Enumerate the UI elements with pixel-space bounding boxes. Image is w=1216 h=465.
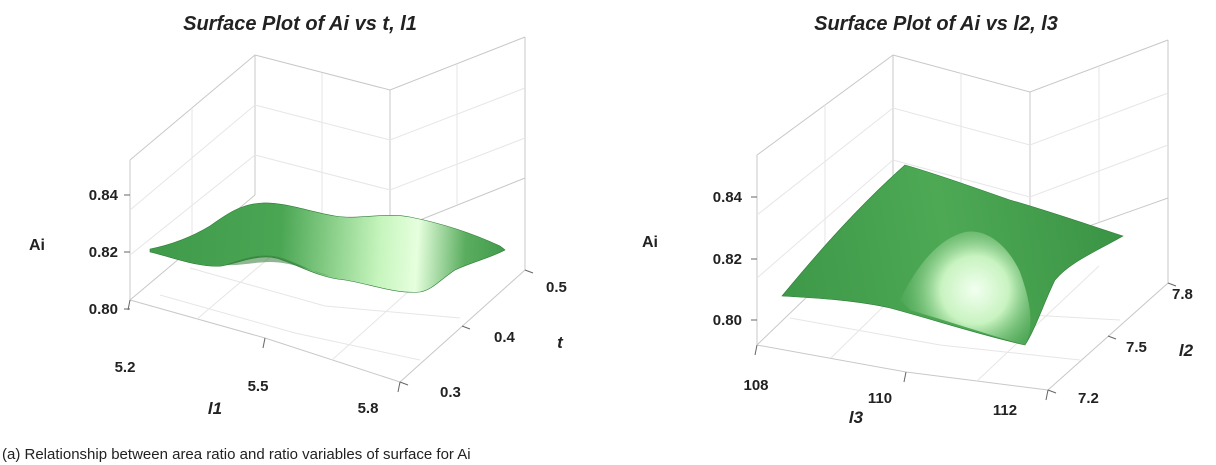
plot-1-y-label: t — [557, 333, 564, 352]
plot-2-z-tick: 0.82 — [713, 251, 742, 268]
plot-2-z-label: Ai — [642, 234, 658, 251]
plot-1-x-label: l1 — [208, 399, 222, 418]
plot-2-z-axis: 0.84 0.82 0.80 Ai — [642, 189, 757, 329]
plot-2-y-axis: 7.2 7.5 7.8 l2 — [1047, 282, 1194, 407]
plot-1-z-tick: 0.84 — [89, 187, 119, 204]
plot-1-z-tick: 0.82 — [89, 244, 118, 261]
plot-2-z-tick: 0.84 — [713, 189, 743, 206]
plot-1-y-axis: 0.3 0.4 0.5 t — [399, 269, 567, 401]
plot-2-title: Surface Plot of Ai vs l2, l3 — [814, 13, 1058, 35]
figure-caption: (a) Relationship between area ratio and … — [2, 446, 471, 463]
plot-1: Surface Plot of Ai vs t, l1 0.84 0.82 0.… — [29, 13, 567, 418]
plot-2-x-tick: 112 — [993, 402, 1017, 419]
plot-2-y-label: l2 — [1179, 341, 1194, 360]
plot-1-x-axis: 5.2 5.5 5.8 l1 — [115, 299, 401, 418]
figure-canvas: Surface Plot of Ai vs t, l1 0.84 0.82 0.… — [29, 13, 1194, 427]
plot-1-z-axis: 0.84 0.82 0.80 Ai — [29, 187, 130, 318]
plot-2-x-tick: 110 — [868, 390, 892, 407]
plot-2-x-axis: 108 110 112 l3 — [743, 344, 1049, 427]
plot-1-x-tick: 5.8 — [358, 400, 379, 417]
plot-1-z-tick: 0.80 — [89, 301, 118, 318]
plot-2: Surface Plot of Ai vs l2, l3 0.84 0.82 0… — [642, 13, 1194, 427]
plot-1-y-tick: 0.4 — [494, 329, 516, 346]
plot-1-box — [129, 36, 526, 383]
plot-1-title: Surface Plot of Ai vs t, l1 — [183, 13, 417, 35]
plot-2-y-tick: 7.2 — [1078, 390, 1099, 407]
plot-2-surface-highlight — [900, 231, 1031, 345]
plot-2-x-label: l3 — [849, 408, 864, 427]
plot-2-x-tick: 108 — [743, 377, 768, 394]
plot-2-z-tick: 0.80 — [713, 312, 742, 329]
plot-1-z-label: Ai — [29, 237, 45, 254]
plot-1-x-tick: 5.5 — [248, 378, 269, 395]
plot-1-y-tick: 0.5 — [546, 279, 567, 296]
plot-1-surface — [149, 202, 506, 293]
plot-1-x-tick: 5.2 — [115, 359, 136, 376]
plot-2-y-tick: 7.8 — [1172, 286, 1193, 303]
plot-1-y-tick: 0.3 — [440, 384, 461, 401]
plot-2-y-tick: 7.5 — [1126, 339, 1147, 356]
